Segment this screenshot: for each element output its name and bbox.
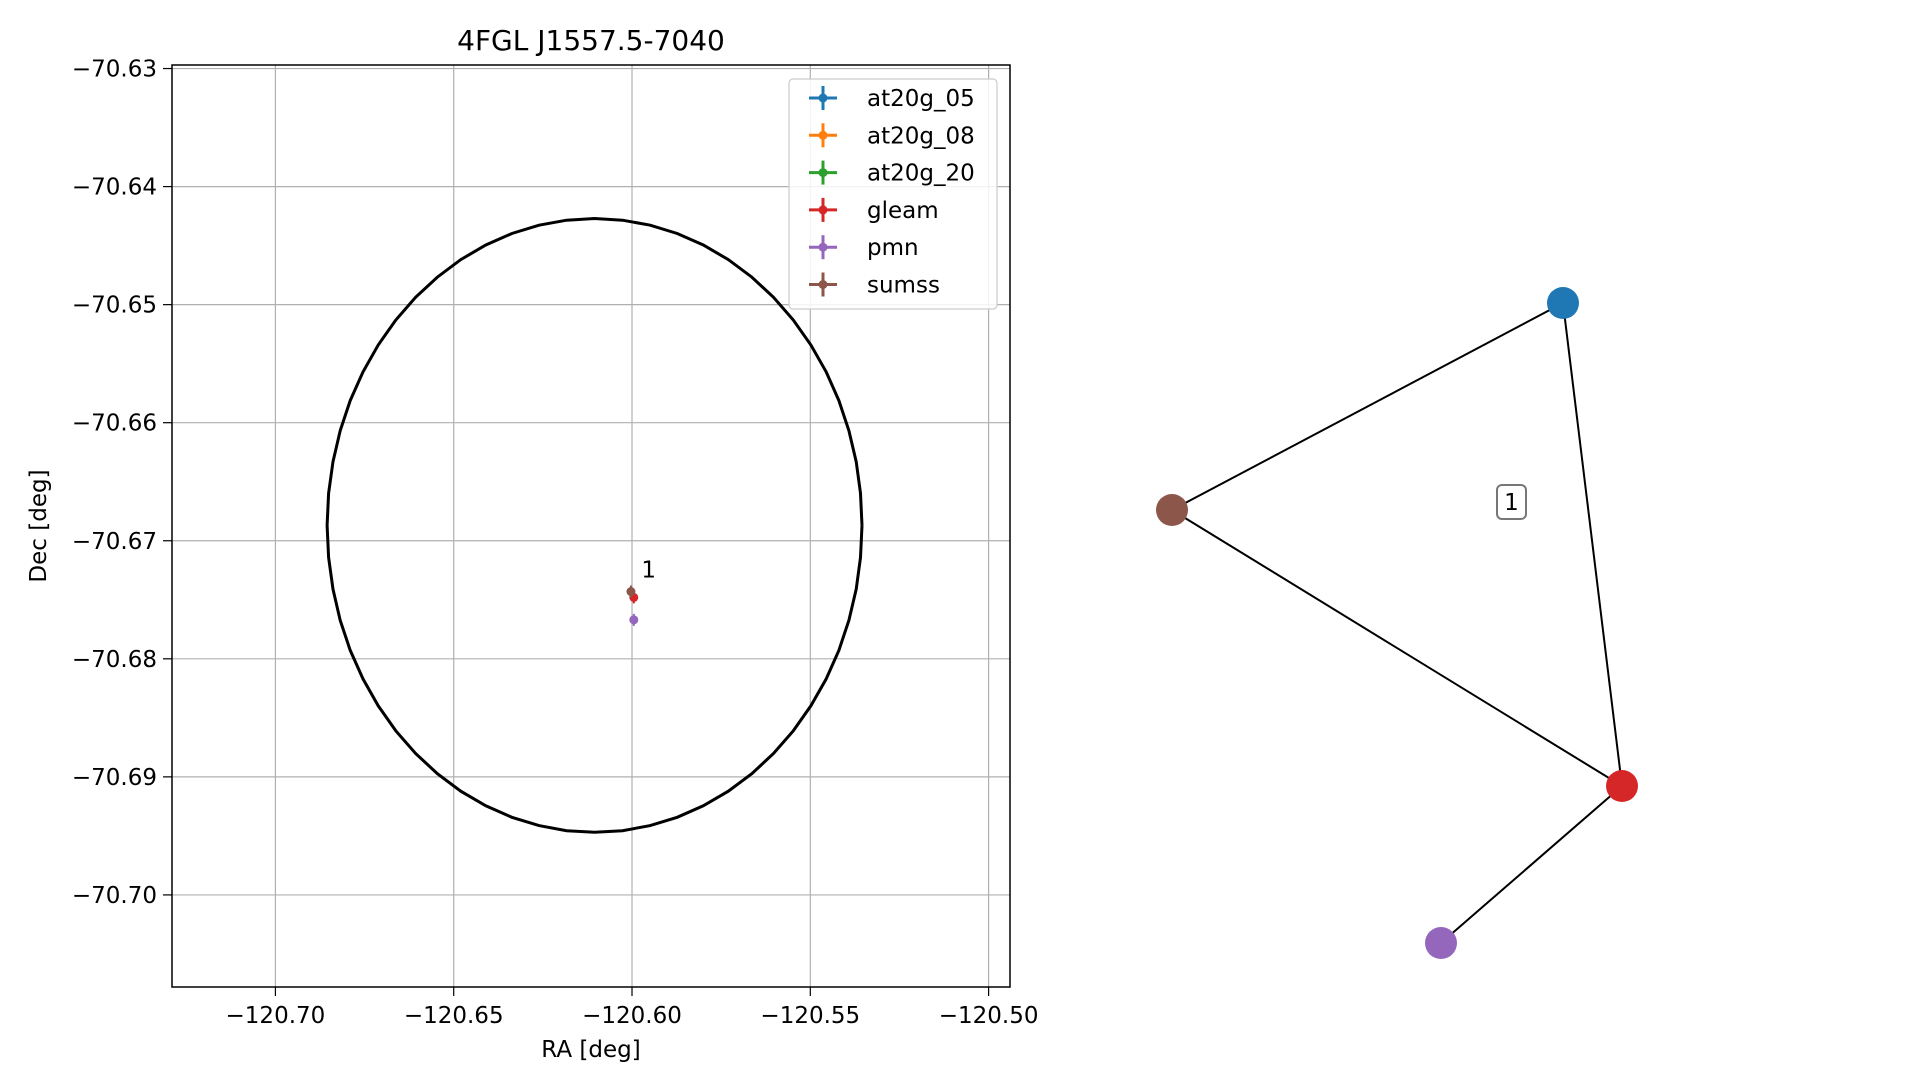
chart-title: 4FGL J1557.5-7040 <box>457 24 725 57</box>
error-ellipse <box>325 216 864 834</box>
plot-frame <box>171 64 1011 988</box>
cluster-label: 1 <box>1504 490 1519 516</box>
y-tick-label: −70.66 <box>72 411 157 437</box>
graph-node-gleam <box>1606 770 1638 802</box>
graph-edge <box>1440 785 1623 944</box>
x-axis-label: RA [deg] <box>541 1037 640 1063</box>
legend-label: sumss <box>867 273 940 299</box>
legend-label: at20g_20 <box>867 161 975 187</box>
legend-label: gleam <box>867 198 939 224</box>
y-tick-label: −70.63 <box>72 57 157 83</box>
y-tick-label: −70.70 <box>72 883 157 909</box>
cluster-label-box: 1 <box>1496 484 1527 520</box>
data-points-layer: 1 <box>626 558 656 626</box>
y-tick-label: −70.68 <box>72 647 157 673</box>
cluster-label-frame <box>1496 484 1527 520</box>
x-tick-label: −120.55 <box>760 1003 860 1029</box>
legend-label: at20g_05 <box>867 86 975 112</box>
network-graph: 1 <box>1156 287 1638 959</box>
x-tick-label: −120.60 <box>582 1003 682 1029</box>
graph-node-at20g <box>1547 287 1579 319</box>
grid <box>172 65 1010 987</box>
legend-marker-dot <box>818 130 828 140</box>
y-axis-ticks: −70.63 −70.64 −70.65 −70.66 −70.67 −70.68 −70.… <box>72 57 172 909</box>
graph-edge <box>1171 509 1623 787</box>
y-tick-label: −70.69 <box>72 765 157 791</box>
legend-marker-dot <box>818 168 828 178</box>
legend-marker-dot <box>818 93 828 103</box>
legend-marker-dot <box>818 242 828 252</box>
y-tick-label: −70.65 <box>72 293 157 319</box>
legend-label: at20g_08 <box>867 123 975 149</box>
nodes-layer <box>1156 287 1638 959</box>
y-tick-label: −70.64 <box>72 175 157 201</box>
y-tick-label: −70.67 <box>72 529 157 555</box>
point-annotation: 1 <box>641 558 656 584</box>
graph-edge <box>1171 302 1564 511</box>
y-axis-label: Dec [deg] <box>26 469 52 582</box>
x-tick-label: −120.70 <box>226 1003 326 1029</box>
x-axis-ticks: −120.70 −120.65 −120.60 −120.55 −120.50 <box>226 987 1039 1029</box>
graph-edge <box>1562 302 1623 787</box>
graph-node-sumss <box>1156 494 1188 526</box>
error-ellipse-layer <box>325 216 864 834</box>
position-plot: 1 −120.70 −120.65 −120.60 −120.55 −120.50 −7… <box>26 24 1038 1063</box>
x-tick-label: −120.65 <box>404 1003 504 1029</box>
legend-box <box>788 78 998 310</box>
legend-marker-dot <box>818 205 828 215</box>
edges-layer <box>1171 302 1623 944</box>
data-point-pmn <box>629 615 639 625</box>
graph-node-pmn <box>1425 927 1457 959</box>
data-point-sumss <box>626 587 636 597</box>
x-tick-label: −120.50 <box>939 1003 1039 1029</box>
legend-label: pmn <box>867 235 919 261</box>
legend-marker-dot <box>818 280 828 289</box>
